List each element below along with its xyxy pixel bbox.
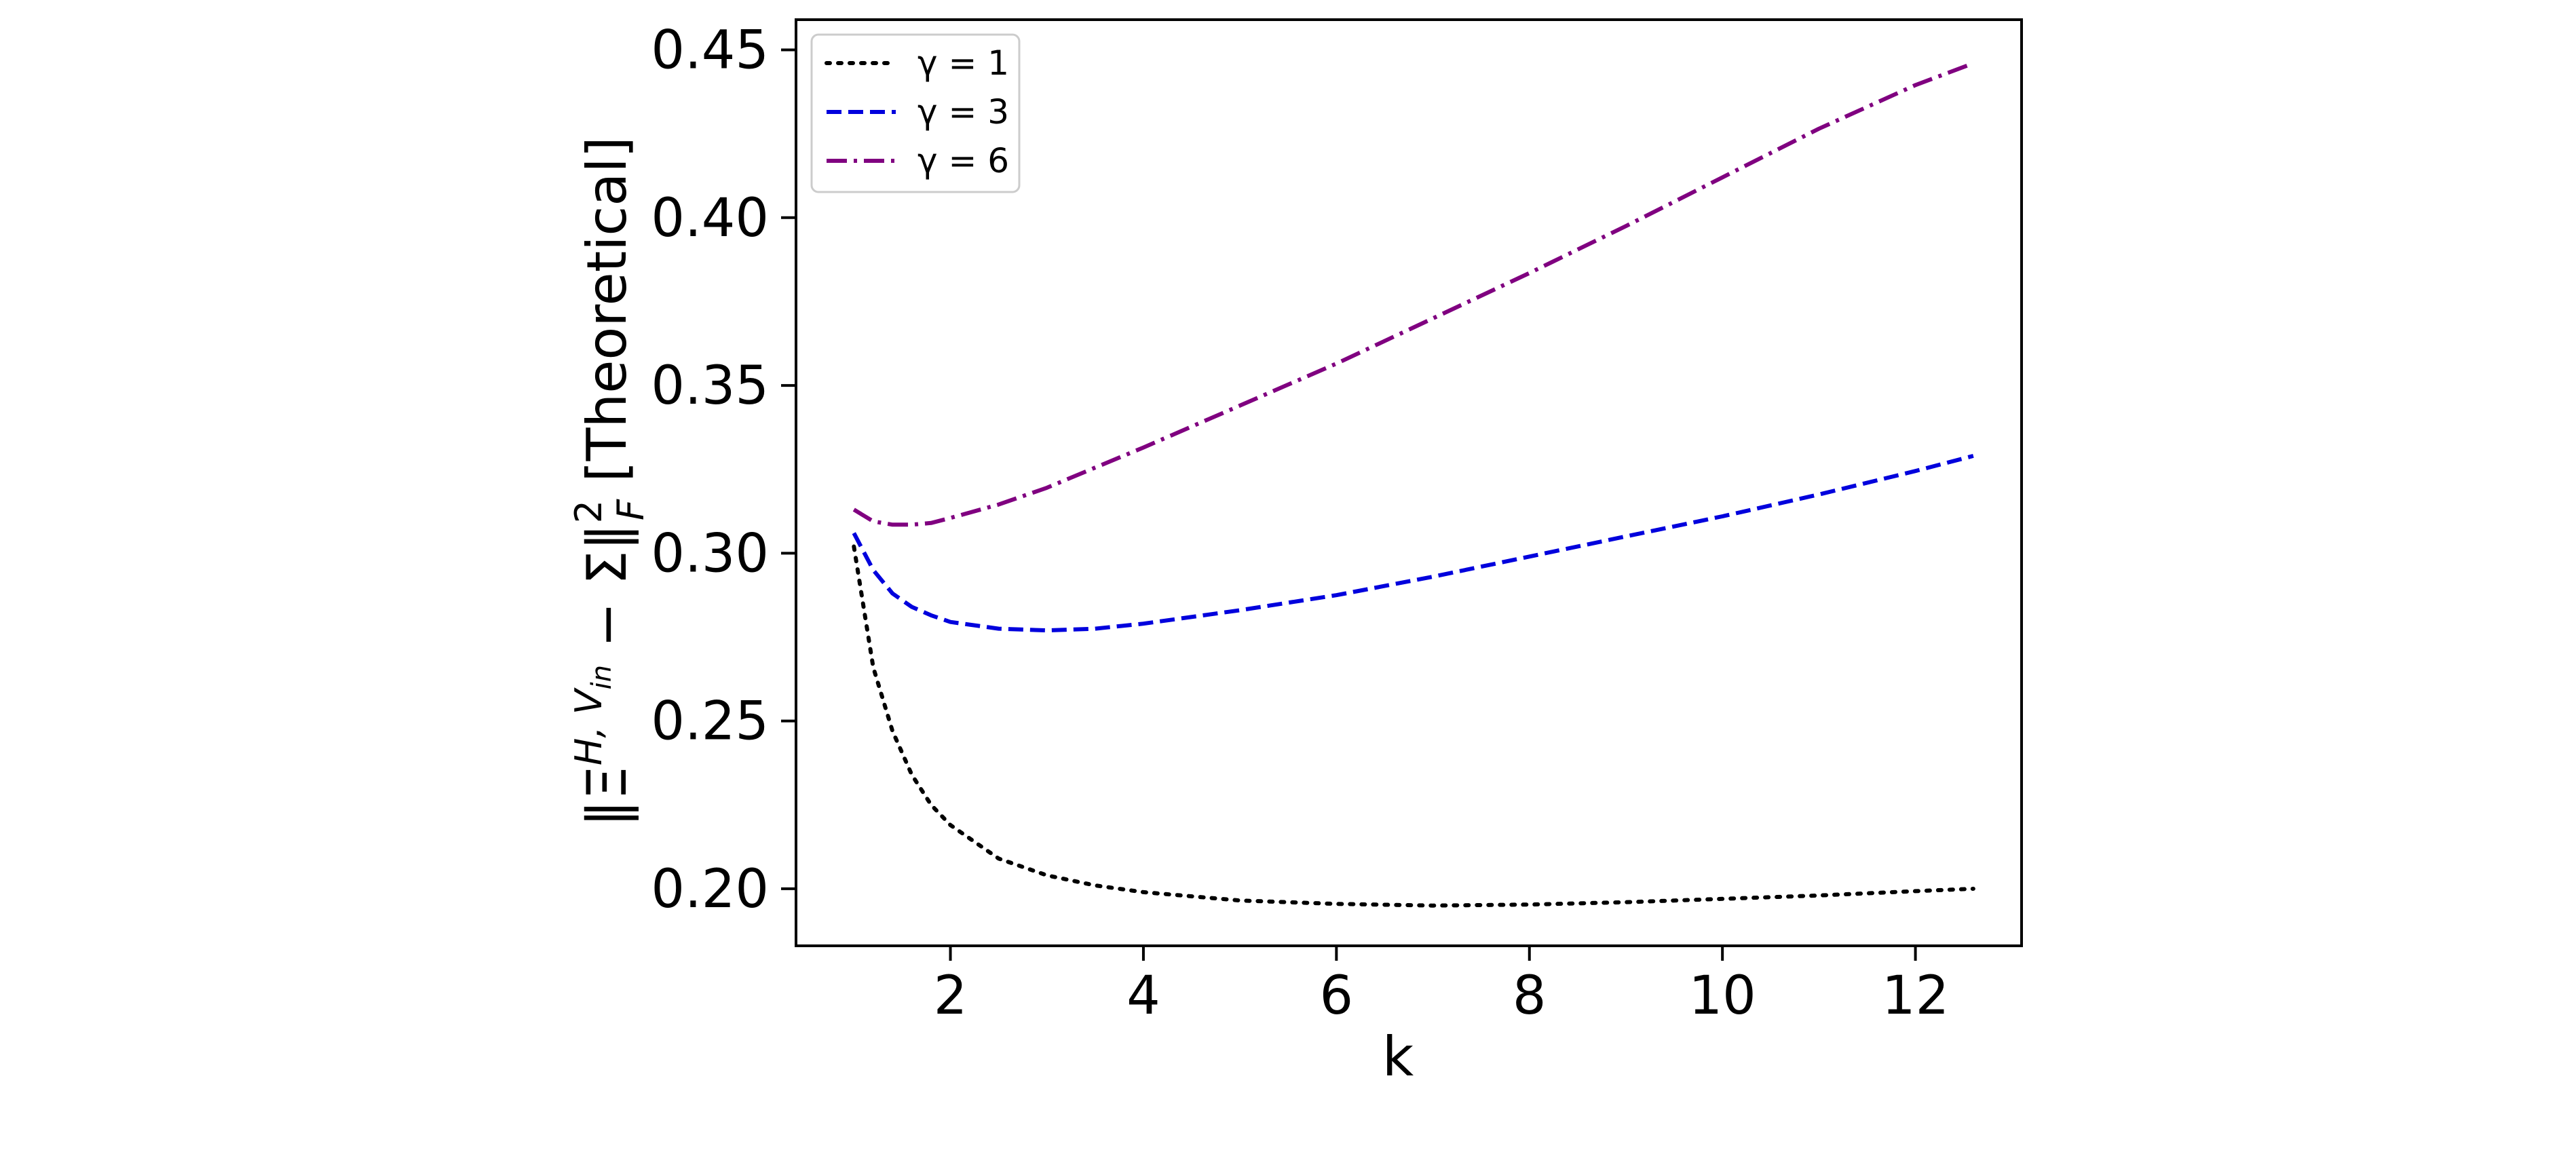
y-axis: 0.20 0.25 0.30 0.35 0.40 0.45 xyxy=(651,20,796,920)
y-tick-label: 0.30 xyxy=(651,523,769,584)
y-axis-label-sub2: F xyxy=(609,499,652,520)
y-axis-label-mid: − Σ‖ xyxy=(575,523,639,664)
legend-label-1: γ = 1 xyxy=(917,43,1009,83)
y-tick-label: 0.45 xyxy=(651,20,769,81)
x-tick-label: 12 xyxy=(1882,965,1949,1027)
y-axis-label-sup-sub: in xyxy=(586,665,618,689)
y-tick-label: 0.40 xyxy=(651,188,769,249)
y-axis-label: ‖ΞH, Vin − Σ‖2F [Theoretical] xyxy=(567,136,652,827)
x-tick-label: 8 xyxy=(1513,965,1547,1027)
x-axis-label: k xyxy=(1382,1025,1414,1088)
x-tick-label: 10 xyxy=(1689,965,1756,1027)
x-tick-label: 2 xyxy=(934,965,968,1027)
legend: γ = 1 γ = 3 γ = 6 xyxy=(810,33,1021,193)
legend-box xyxy=(810,33,1021,193)
y-axis-label-sup2: 2 xyxy=(567,500,610,523)
y-tick-label: 0.20 xyxy=(651,859,769,920)
legend-label-2: γ = 3 xyxy=(917,92,1009,132)
y-tick-label: 0.35 xyxy=(651,356,769,417)
series-line-1 xyxy=(852,544,1975,908)
x-tick-label: 4 xyxy=(1126,965,1160,1027)
y-axis-label-sup: H, V xyxy=(567,687,610,765)
series-line-3 xyxy=(852,61,1974,527)
y-tick-label: 0.25 xyxy=(651,691,769,752)
x-tick-label: 6 xyxy=(1320,965,1354,1027)
y-axis-label-open: ‖Ξ xyxy=(575,765,639,827)
y-axis-label-tail: [Theoretical] xyxy=(575,136,639,499)
x-axis: 2 4 6 8 10 12 xyxy=(934,946,1949,1027)
legend-label-3: γ = 6 xyxy=(917,141,1009,180)
plot-frame xyxy=(795,18,2023,947)
svg-text:‖ΞH, Vin − Σ‖2F [Theoretical]: ‖ΞH, Vin − Σ‖2F [Theoretical] xyxy=(567,136,652,827)
series-layer xyxy=(852,61,1975,908)
series-line-2 xyxy=(852,453,1974,633)
